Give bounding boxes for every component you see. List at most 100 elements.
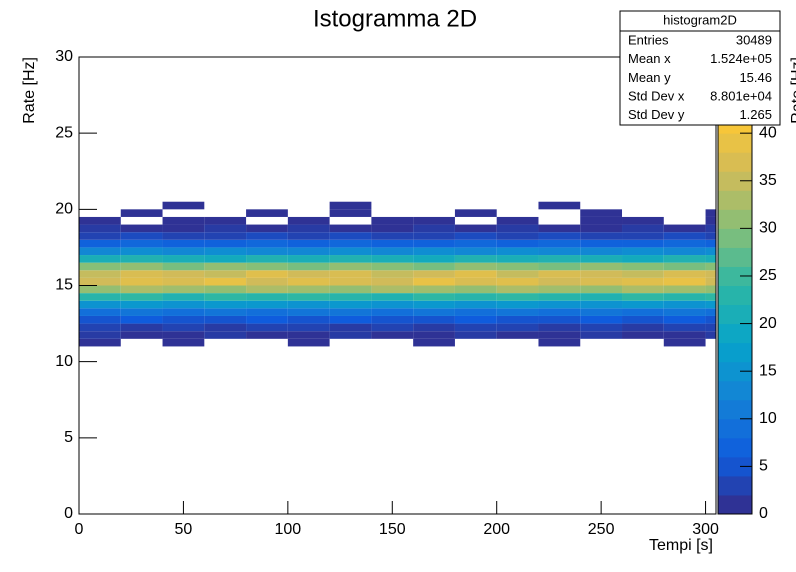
cell bbox=[705, 331, 716, 339]
cell bbox=[287, 255, 330, 263]
cell bbox=[705, 232, 716, 240]
palette-band bbox=[718, 494, 752, 515]
palette-band bbox=[718, 171, 752, 191]
cell bbox=[162, 262, 205, 271]
cell bbox=[246, 323, 288, 332]
cell bbox=[371, 239, 414, 248]
cell bbox=[496, 285, 539, 294]
cell bbox=[622, 308, 664, 316]
cell bbox=[329, 201, 372, 210]
cell bbox=[538, 224, 581, 233]
cell bbox=[246, 209, 288, 217]
cell bbox=[287, 247, 330, 256]
cell bbox=[371, 255, 414, 263]
cell bbox=[663, 232, 706, 240]
cell bbox=[622, 277, 664, 286]
cell bbox=[663, 270, 706, 278]
stats-value: 1.524e+05 bbox=[710, 51, 772, 66]
cell bbox=[496, 300, 539, 309]
stats-value: 15.46 bbox=[739, 70, 772, 85]
palette-band bbox=[718, 437, 752, 458]
cell bbox=[246, 262, 288, 271]
cell bbox=[120, 308, 163, 316]
palette-band bbox=[718, 133, 752, 153]
cell bbox=[413, 293, 455, 301]
cell bbox=[287, 285, 330, 294]
cell bbox=[204, 270, 247, 278]
cell bbox=[663, 255, 706, 263]
y-tick-label: 15 bbox=[55, 277, 73, 294]
cell bbox=[454, 239, 497, 248]
z-tick-label: 35 bbox=[759, 172, 777, 189]
cell bbox=[454, 247, 497, 256]
cell bbox=[162, 308, 205, 316]
cell bbox=[538, 315, 581, 324]
cell bbox=[538, 239, 581, 248]
x-tick-label: 300 bbox=[692, 521, 719, 538]
cell bbox=[454, 209, 497, 217]
cell bbox=[580, 300, 623, 309]
cell bbox=[246, 247, 288, 256]
palette-band bbox=[718, 475, 752, 496]
cell bbox=[246, 308, 288, 316]
palette-band bbox=[718, 152, 752, 172]
cell bbox=[371, 232, 414, 240]
cell bbox=[79, 232, 121, 240]
cell bbox=[246, 293, 288, 301]
cell bbox=[454, 293, 497, 301]
cell bbox=[580, 232, 623, 240]
cell bbox=[580, 323, 623, 332]
cell bbox=[287, 270, 330, 278]
cell bbox=[538, 232, 581, 240]
cell bbox=[454, 270, 497, 278]
cell bbox=[162, 270, 205, 278]
cell bbox=[329, 247, 372, 256]
cell bbox=[120, 262, 163, 271]
cell bbox=[162, 224, 205, 233]
cell bbox=[246, 300, 288, 309]
cell bbox=[329, 255, 372, 263]
cell bbox=[496, 262, 539, 271]
cell bbox=[496, 315, 539, 324]
cell bbox=[622, 232, 664, 240]
cell bbox=[246, 285, 288, 294]
cell bbox=[580, 285, 623, 294]
cell bbox=[329, 323, 372, 332]
cell bbox=[246, 239, 288, 248]
cell bbox=[79, 331, 121, 339]
cell bbox=[287, 323, 330, 332]
cell bbox=[371, 224, 414, 233]
cell bbox=[79, 277, 121, 286]
cell bbox=[371, 300, 414, 309]
z-tick-label: 20 bbox=[759, 315, 777, 332]
cell bbox=[120, 209, 163, 217]
cell bbox=[705, 308, 716, 316]
x-axis-label: Tempi [s] bbox=[649, 537, 713, 554]
cell bbox=[413, 277, 455, 286]
cell bbox=[622, 262, 664, 271]
cell bbox=[538, 255, 581, 263]
cell bbox=[287, 239, 330, 248]
z-tick-label: 40 bbox=[759, 124, 777, 141]
axes: 0 50 100 150 200 250 3000510152025300510152025… bbox=[55, 48, 777, 538]
cell bbox=[162, 300, 205, 309]
z-tick-label: 30 bbox=[759, 220, 777, 237]
cell bbox=[79, 338, 121, 347]
cell bbox=[162, 247, 205, 256]
cell bbox=[413, 270, 455, 278]
cell bbox=[204, 277, 247, 286]
cell bbox=[622, 224, 664, 233]
cell bbox=[120, 247, 163, 256]
cell bbox=[287, 338, 330, 347]
cell bbox=[79, 224, 121, 233]
cell bbox=[79, 216, 121, 225]
cell bbox=[538, 323, 581, 332]
cell bbox=[454, 323, 497, 332]
cell bbox=[204, 300, 247, 309]
cell bbox=[705, 277, 716, 286]
cell bbox=[454, 300, 497, 309]
cell bbox=[496, 239, 539, 248]
cell bbox=[454, 224, 497, 233]
cell bbox=[538, 308, 581, 316]
